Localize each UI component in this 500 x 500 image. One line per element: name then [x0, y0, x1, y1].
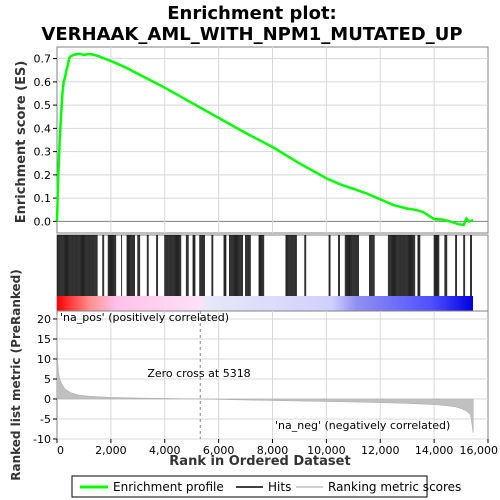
metric-tick-label: 0 [44, 393, 51, 406]
chart-title-line1: Enrichment plot: [167, 3, 337, 24]
na-neg-label: 'na_neg' (negatively correlated) [275, 419, 450, 432]
metric-y-axis-label: Ranked list metric (PreRanked) [9, 269, 23, 481]
x-axis-ticks: 0 2,000 4,000 6,000 8,000 10,000 12,000 14,000 1… [56, 439, 499, 457]
x-tick-label: 12,000 [361, 444, 400, 457]
x-tick-label: 2,000 [95, 444, 127, 457]
zero-cross-label: Zero cross at 5318 [147, 367, 250, 380]
es-tick-label: 0.7 [34, 53, 52, 66]
metric-tick-label: -10 [33, 433, 51, 446]
metric-grid [57, 311, 488, 440]
metric-panel: Zero cross at 5318 'na_pos' (positively … [9, 269, 489, 481]
x-tick-label: 16,000 [460, 444, 499, 457]
legend: Enrichment profile Hits Ranking metric s… [71, 475, 461, 498]
metric-tick-label: 20 [37, 313, 51, 326]
es-panel: 0.0 0.1 0.2 0.3 0.4 0.5 0.6 0.7 Enrichment scor… [14, 46, 489, 234]
legend-label-metric: Ranking metric scores [328, 480, 461, 494]
legend-label-hits: Hits [268, 480, 291, 494]
na-pos-label: 'na_pos' (positively correlated) [60, 311, 229, 324]
es-tick-label: 0.3 [34, 146, 52, 159]
metric-tick-label: 5 [44, 373, 51, 386]
legend-label-enrichment: Enrichment profile [113, 480, 224, 494]
es-tick-label: 0.4 [34, 122, 52, 135]
x-tick-label: 14,000 [415, 444, 454, 457]
x-tick-label: 4,000 [149, 444, 181, 457]
es-tick-label: 0.1 [34, 192, 52, 205]
es-tick-label: 0.0 [34, 215, 52, 228]
x-axis-label: Rank in Ordered Dataset [169, 454, 350, 469]
x-tick-label: 0 [57, 444, 64, 457]
metric-tick-label: -5 [40, 413, 51, 426]
es-tick-label: 0.5 [34, 99, 52, 112]
chart-title-line2: VERHAAK_AML_WITH_NPM1_MUTATED_UP [41, 24, 462, 45]
hits-panel [56, 234, 489, 312]
es-tick-label: 0.6 [34, 76, 52, 89]
metric-y-ticks: -10 -5 0 5 10 15 20 [33, 313, 57, 446]
ranking-metric-area [56, 314, 474, 434]
rank-color-bar [57, 296, 473, 311]
enrichment-profile-line [55, 52, 474, 227]
x-tick-label: 8,000 [257, 444, 289, 457]
x-tick-label: 6,000 [203, 444, 235, 457]
hits-marks [57, 235, 472, 296]
es-y-ticks: 0.0 0.1 0.2 0.3 0.4 0.5 0.6 0.7 [34, 53, 57, 228]
metric-tick-label: 15 [37, 333, 51, 346]
es-tick-label: 0.2 [34, 169, 52, 182]
metric-tick-label: 10 [37, 353, 51, 366]
es-y-axis-label: Enrichment score (ES) [14, 61, 29, 224]
es-grid [57, 47, 488, 233]
x-tick-label: 10,000 [307, 444, 346, 457]
